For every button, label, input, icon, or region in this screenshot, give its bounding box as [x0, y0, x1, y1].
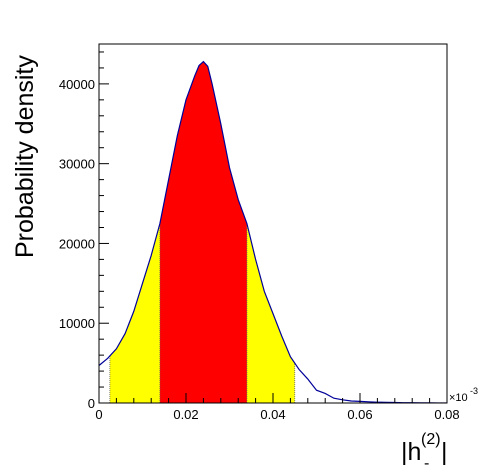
y-axis: 0 10000 20000 30000 40000: [59, 51, 109, 411]
x-tick-label: 0: [95, 407, 102, 422]
x-tick-label: 0.06: [347, 407, 372, 422]
x-tick-label: 0.08: [434, 407, 459, 422]
x-axis-label-prefix: |h: [401, 438, 421, 466]
x-exponent-power: -3: [470, 386, 478, 396]
y-tick-label: 30000: [59, 157, 95, 172]
y-tick-label: 10000: [59, 316, 95, 331]
x-axis-label: |h (2) - |: [401, 431, 448, 472]
x-axis-label-sup: (2): [421, 431, 441, 448]
probability-bands: [109, 61, 296, 403]
y-tick-label: 0: [88, 396, 95, 411]
y-tick-label: 20000: [59, 236, 95, 251]
x-tick-label: 0.04: [260, 407, 285, 422]
y-tick-label: 40000: [59, 77, 95, 92]
x-axis-label-suffix: |: [441, 438, 448, 466]
x-exponent-base: ×10: [449, 392, 468, 404]
band-inner: [159, 61, 247, 403]
x-axis-label-sub: -: [424, 455, 429, 472]
x-axis: 0 0.02 0.04 0.06 0.08: [95, 393, 460, 422]
y-axis-label: Probability density: [11, 55, 39, 258]
x-exponent: ×10 -3: [449, 386, 478, 404]
density-curve: [98, 60, 448, 404]
x-tick-label: 0.02: [173, 407, 198, 422]
